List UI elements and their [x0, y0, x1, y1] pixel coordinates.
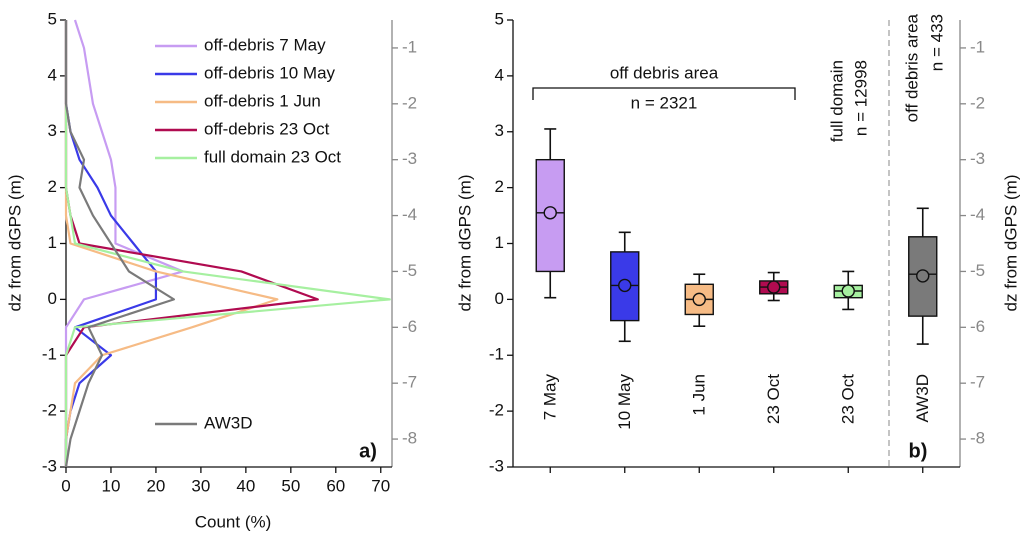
category-label: 7 May	[541, 374, 560, 421]
y-tick-label: 0	[495, 289, 504, 308]
y-tick-label: -3	[489, 456, 504, 475]
bracket	[532, 87, 796, 100]
y-tick-label: 1	[495, 233, 504, 252]
y2-tick-label: -4	[402, 205, 417, 224]
legend-label: off-debris 23 Oct	[204, 119, 330, 138]
y-tick-label: -2	[42, 401, 57, 420]
x-tick-label: 50	[281, 476, 300, 495]
y-tick-label: 3	[48, 121, 57, 140]
y-tick-label: 3	[495, 121, 504, 140]
series-line	[64, 20, 279, 467]
y-tick-label: -1	[489, 345, 504, 364]
x-tick-label: 40	[236, 476, 255, 495]
series-line	[64, 20, 319, 467]
y-axis-title: dz from dGPS (m)	[455, 175, 474, 312]
category-label: 23 Oct	[764, 374, 783, 424]
y2-tick-label: -6	[402, 317, 417, 336]
mean	[692, 292, 706, 307]
legend-label: off-debris 1 Jun	[204, 91, 321, 110]
series-line	[64, 20, 176, 468]
category-label: AW3D	[913, 374, 932, 423]
y2-tick-label: -7	[402, 373, 417, 392]
y2-tick-label: -2	[402, 93, 417, 112]
mean	[618, 278, 632, 293]
y-tick-label: 0	[48, 289, 57, 308]
legend-label: off-debris 10 May	[204, 63, 336, 82]
legend-label: AW3D	[204, 413, 253, 432]
y2-tick-label: -7	[970, 373, 985, 392]
y-tick-label: 2	[48, 177, 57, 196]
y2-tick-label: -3	[402, 149, 417, 168]
y2-axis-title: dz from dGPS (m)	[1001, 175, 1020, 312]
x-tick-label: 10	[102, 476, 121, 495]
mean	[841, 284, 855, 298]
x-tick-label: 20	[146, 476, 165, 495]
annotation: full domain	[827, 60, 846, 142]
x-axis-title: Count (%)	[195, 512, 272, 531]
y-tick-label: 5	[495, 9, 504, 28]
y2-tick-label: -8	[402, 429, 417, 448]
annotation: n = 2321	[631, 93, 698, 112]
y-tick-label: 2	[495, 177, 504, 196]
y2-tick-label: -6	[970, 317, 985, 336]
category-label: 1 Jun	[690, 374, 709, 416]
category-label: 10 May	[615, 374, 634, 430]
mean	[543, 206, 557, 220]
category-label: 23 Oct	[839, 374, 858, 424]
y-axis-title: dz from dGPS (m)	[5, 175, 24, 312]
y2-tick-label: -1	[402, 37, 417, 56]
y-tick-label: 4	[48, 65, 57, 84]
annotation: n = 12998	[851, 60, 870, 136]
panel-label: b)	[909, 440, 928, 462]
x-tick-label: 60	[326, 476, 345, 495]
mean	[916, 269, 930, 283]
y-tick-label: -1	[42, 345, 57, 364]
y2-tick-label: -8	[970, 429, 985, 448]
x-tick-label: 0	[61, 476, 70, 495]
y-tick-label: 1	[48, 233, 57, 252]
mean	[767, 280, 781, 294]
y-tick-label: 5	[48, 9, 57, 28]
y2-tick-label: -2	[970, 93, 985, 112]
y2-tick-label: -3	[970, 149, 985, 168]
panel-label: a)	[359, 440, 377, 462]
y2-tick-label: -1	[970, 37, 985, 56]
annotation: off debris area	[610, 63, 719, 82]
legend-label: off-debris 7 May	[204, 35, 326, 54]
annotation: off debris area	[902, 13, 921, 122]
y2-tick-label: -5	[402, 261, 417, 280]
x-tick-label: 70	[371, 476, 390, 495]
y2-tick-label: -4	[970, 205, 985, 224]
y2-tick-label: -5	[970, 261, 985, 280]
y-tick-label: 4	[495, 65, 504, 84]
x-tick-label: 30	[191, 476, 210, 495]
annotation: n = 433	[927, 14, 946, 71]
legend-label: full domain 23 Oct	[204, 147, 341, 166]
y-tick-label: -3	[42, 456, 57, 475]
y-tick-label: -2	[489, 401, 504, 420]
